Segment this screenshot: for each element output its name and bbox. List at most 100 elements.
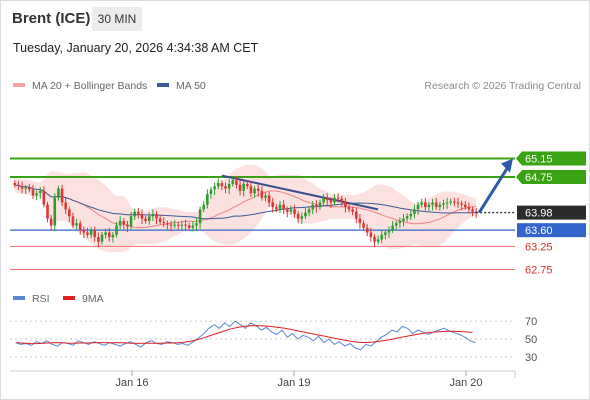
candle-body bbox=[151, 213, 155, 217]
candle-body bbox=[78, 223, 82, 231]
candle-body bbox=[376, 239, 380, 242]
candle-body bbox=[68, 209, 71, 217]
candle-body bbox=[89, 230, 93, 235]
candle-body bbox=[391, 225, 394, 231]
candle-body bbox=[463, 204, 467, 208]
candle-body bbox=[28, 187, 31, 190]
candle-body bbox=[191, 225, 195, 228]
candle-body bbox=[86, 232, 89, 235]
timeframe-button[interactable]: 30 MIN bbox=[92, 7, 142, 31]
candle-body bbox=[253, 188, 256, 194]
candle-body bbox=[35, 193, 38, 196]
candle-body bbox=[147, 216, 151, 221]
candle-body bbox=[398, 220, 402, 224]
candle-body bbox=[300, 216, 304, 219]
candle-body bbox=[373, 237, 376, 242]
legend-rsi: RSI bbox=[13, 293, 50, 305]
candle-body bbox=[224, 186, 227, 189]
legend-rsi-ma: 9MA bbox=[63, 293, 104, 305]
candle-body bbox=[358, 218, 362, 224]
candle-body bbox=[46, 204, 49, 219]
candle-body bbox=[471, 209, 474, 212]
candle-body bbox=[93, 230, 97, 238]
candle-body bbox=[333, 197, 336, 203]
candle-body bbox=[369, 232, 373, 238]
candle-body bbox=[42, 190, 46, 205]
legend-ma50: MA 50 bbox=[157, 80, 206, 92]
time-tick-label: Jan 20 bbox=[449, 377, 482, 389]
legend-rsi-label: RSI bbox=[32, 293, 50, 305]
candle-body bbox=[144, 218, 147, 221]
candle-body bbox=[325, 197, 329, 201]
candle-body bbox=[467, 207, 471, 210]
candle-body bbox=[460, 203, 463, 205]
candle-body bbox=[57, 188, 60, 198]
candle-body bbox=[13, 183, 17, 185]
candle-body bbox=[431, 202, 434, 205]
candle-body bbox=[238, 184, 242, 191]
candle-body bbox=[64, 202, 67, 210]
candle-body bbox=[394, 223, 398, 226]
legend-rsi-ma-label: 9MA bbox=[82, 293, 104, 305]
forecast-arrow-head-icon bbox=[501, 158, 513, 173]
candle-body bbox=[140, 213, 144, 219]
candle-body bbox=[111, 234, 115, 238]
candle-body bbox=[362, 223, 365, 228]
candle-body bbox=[71, 216, 75, 226]
resistance-tag bbox=[516, 170, 586, 185]
candle-body bbox=[202, 204, 206, 210]
copyright-text: Research © 2026 Trading Central bbox=[424, 80, 581, 92]
candle-body bbox=[38, 190, 42, 194]
instrument-title: Brent (ICE) bbox=[12, 10, 91, 27]
candle-body bbox=[351, 209, 354, 212]
support-label: 63.60 bbox=[525, 225, 553, 237]
candle-body bbox=[402, 218, 405, 221]
legend-ma20-bollinger: MA 20 + Bollinger Bands bbox=[13, 80, 147, 92]
candle-body bbox=[242, 183, 245, 191]
candle-body bbox=[260, 190, 264, 198]
candle-body bbox=[304, 212, 307, 217]
candle-body bbox=[285, 209, 289, 212]
candle-body bbox=[115, 225, 118, 235]
candle-body bbox=[206, 194, 209, 205]
candle-body bbox=[416, 204, 420, 210]
candle-body bbox=[209, 189, 213, 195]
candle-body bbox=[173, 224, 176, 226]
ma20-swatch-icon bbox=[13, 83, 25, 88]
candle-body bbox=[180, 224, 184, 226]
candle-body bbox=[17, 184, 20, 187]
candle-body bbox=[97, 237, 100, 242]
candle-body bbox=[271, 202, 275, 208]
candle-body bbox=[434, 202, 438, 208]
rsi-tick-label: 30 bbox=[525, 352, 537, 364]
candle-body bbox=[220, 183, 224, 187]
candle-body bbox=[53, 197, 57, 226]
candle-body bbox=[256, 188, 260, 191]
candle-body bbox=[49, 218, 53, 226]
rsi-ma-line bbox=[16, 325, 473, 345]
time-tick-label: Jan 16 bbox=[115, 377, 148, 389]
candle-body bbox=[293, 209, 296, 214]
candle-body bbox=[365, 227, 369, 233]
candle-body bbox=[126, 224, 129, 227]
candle-body bbox=[129, 216, 133, 227]
rsi-tick-label: 70 bbox=[525, 316, 537, 328]
candle-body bbox=[75, 223, 78, 226]
candle-body bbox=[169, 224, 173, 226]
candle-body bbox=[107, 232, 111, 238]
rsi-tick-label: 50 bbox=[525, 334, 537, 346]
candle-body bbox=[449, 201, 453, 203]
candle-body bbox=[282, 204, 285, 210]
secondary-support-label: 63.25 bbox=[525, 241, 553, 253]
candle-body bbox=[176, 224, 180, 226]
candle-body bbox=[100, 234, 104, 242]
candle-body bbox=[235, 180, 238, 185]
candle-body bbox=[184, 224, 187, 226]
candle-body bbox=[445, 202, 449, 204]
candle-body bbox=[60, 188, 64, 203]
candle-body bbox=[329, 200, 333, 203]
candle-body bbox=[413, 209, 416, 214]
forecast-arrow-shaft bbox=[477, 167, 509, 214]
candle-body bbox=[24, 187, 28, 189]
